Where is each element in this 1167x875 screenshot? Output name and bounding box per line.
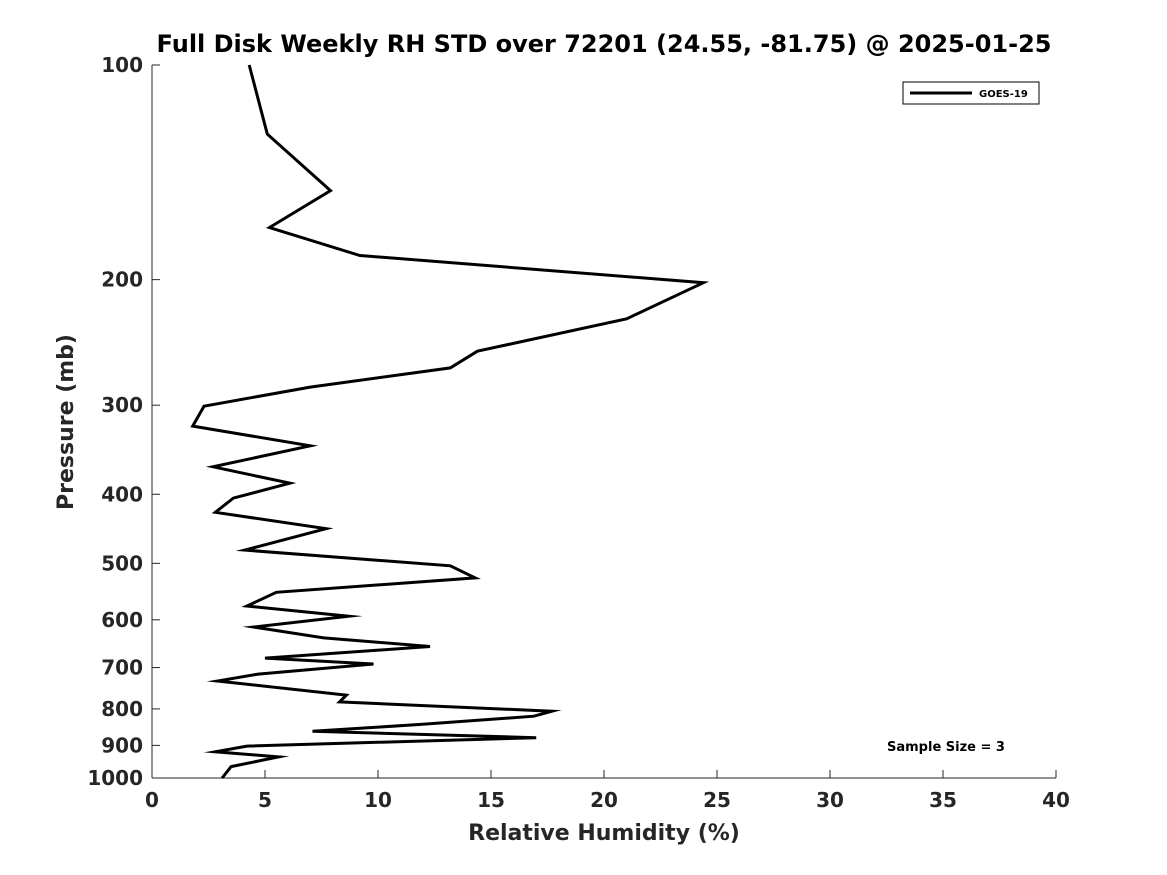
series-group <box>190 64 710 779</box>
x-tick-label: 0 <box>145 788 159 812</box>
x-tick-label: 10 <box>364 788 392 812</box>
x-tick-label: 20 <box>590 788 618 812</box>
y-tick-label: 300 <box>101 393 143 417</box>
chart-title: Full Disk Weekly RH STD over 72201 (24.5… <box>157 30 1052 58</box>
y-axis-label: Pressure (mb) <box>54 334 79 510</box>
y-tick-label: 800 <box>101 697 143 721</box>
legend: GOES-19 <box>902 81 1040 105</box>
x-tick-label: 25 <box>703 788 731 812</box>
x-tick-label: 5 <box>258 788 272 812</box>
tick-group: 0 5 10 15 20 25 30 35 40 100 200 300 400 500 600 700 800… <box>87 53 1070 812</box>
x-tick-label: 30 <box>816 788 844 812</box>
y-tick-label: 1000 <box>87 766 143 790</box>
y-tick-label: 900 <box>101 733 143 757</box>
y-tick-label: 200 <box>101 268 143 292</box>
y-tick-label: 700 <box>101 656 143 680</box>
x-tick-label: 15 <box>477 788 505 812</box>
x-axis-label: Relative Humidity (%) <box>468 821 740 846</box>
x-tick-label: 40 <box>1042 788 1070 812</box>
y-tick-label: 500 <box>101 551 143 575</box>
y-tick-label: 600 <box>101 608 143 632</box>
sample-size-annotation: Sample Size = 3 <box>887 740 1005 755</box>
series-line-goes-19 <box>190 64 710 779</box>
x-tick-label: 35 <box>929 788 957 812</box>
y-tick-label: 400 <box>101 482 143 506</box>
y-tick-label: 100 <box>101 53 143 77</box>
legend-label-goes-19: GOES-19 <box>979 89 1028 100</box>
